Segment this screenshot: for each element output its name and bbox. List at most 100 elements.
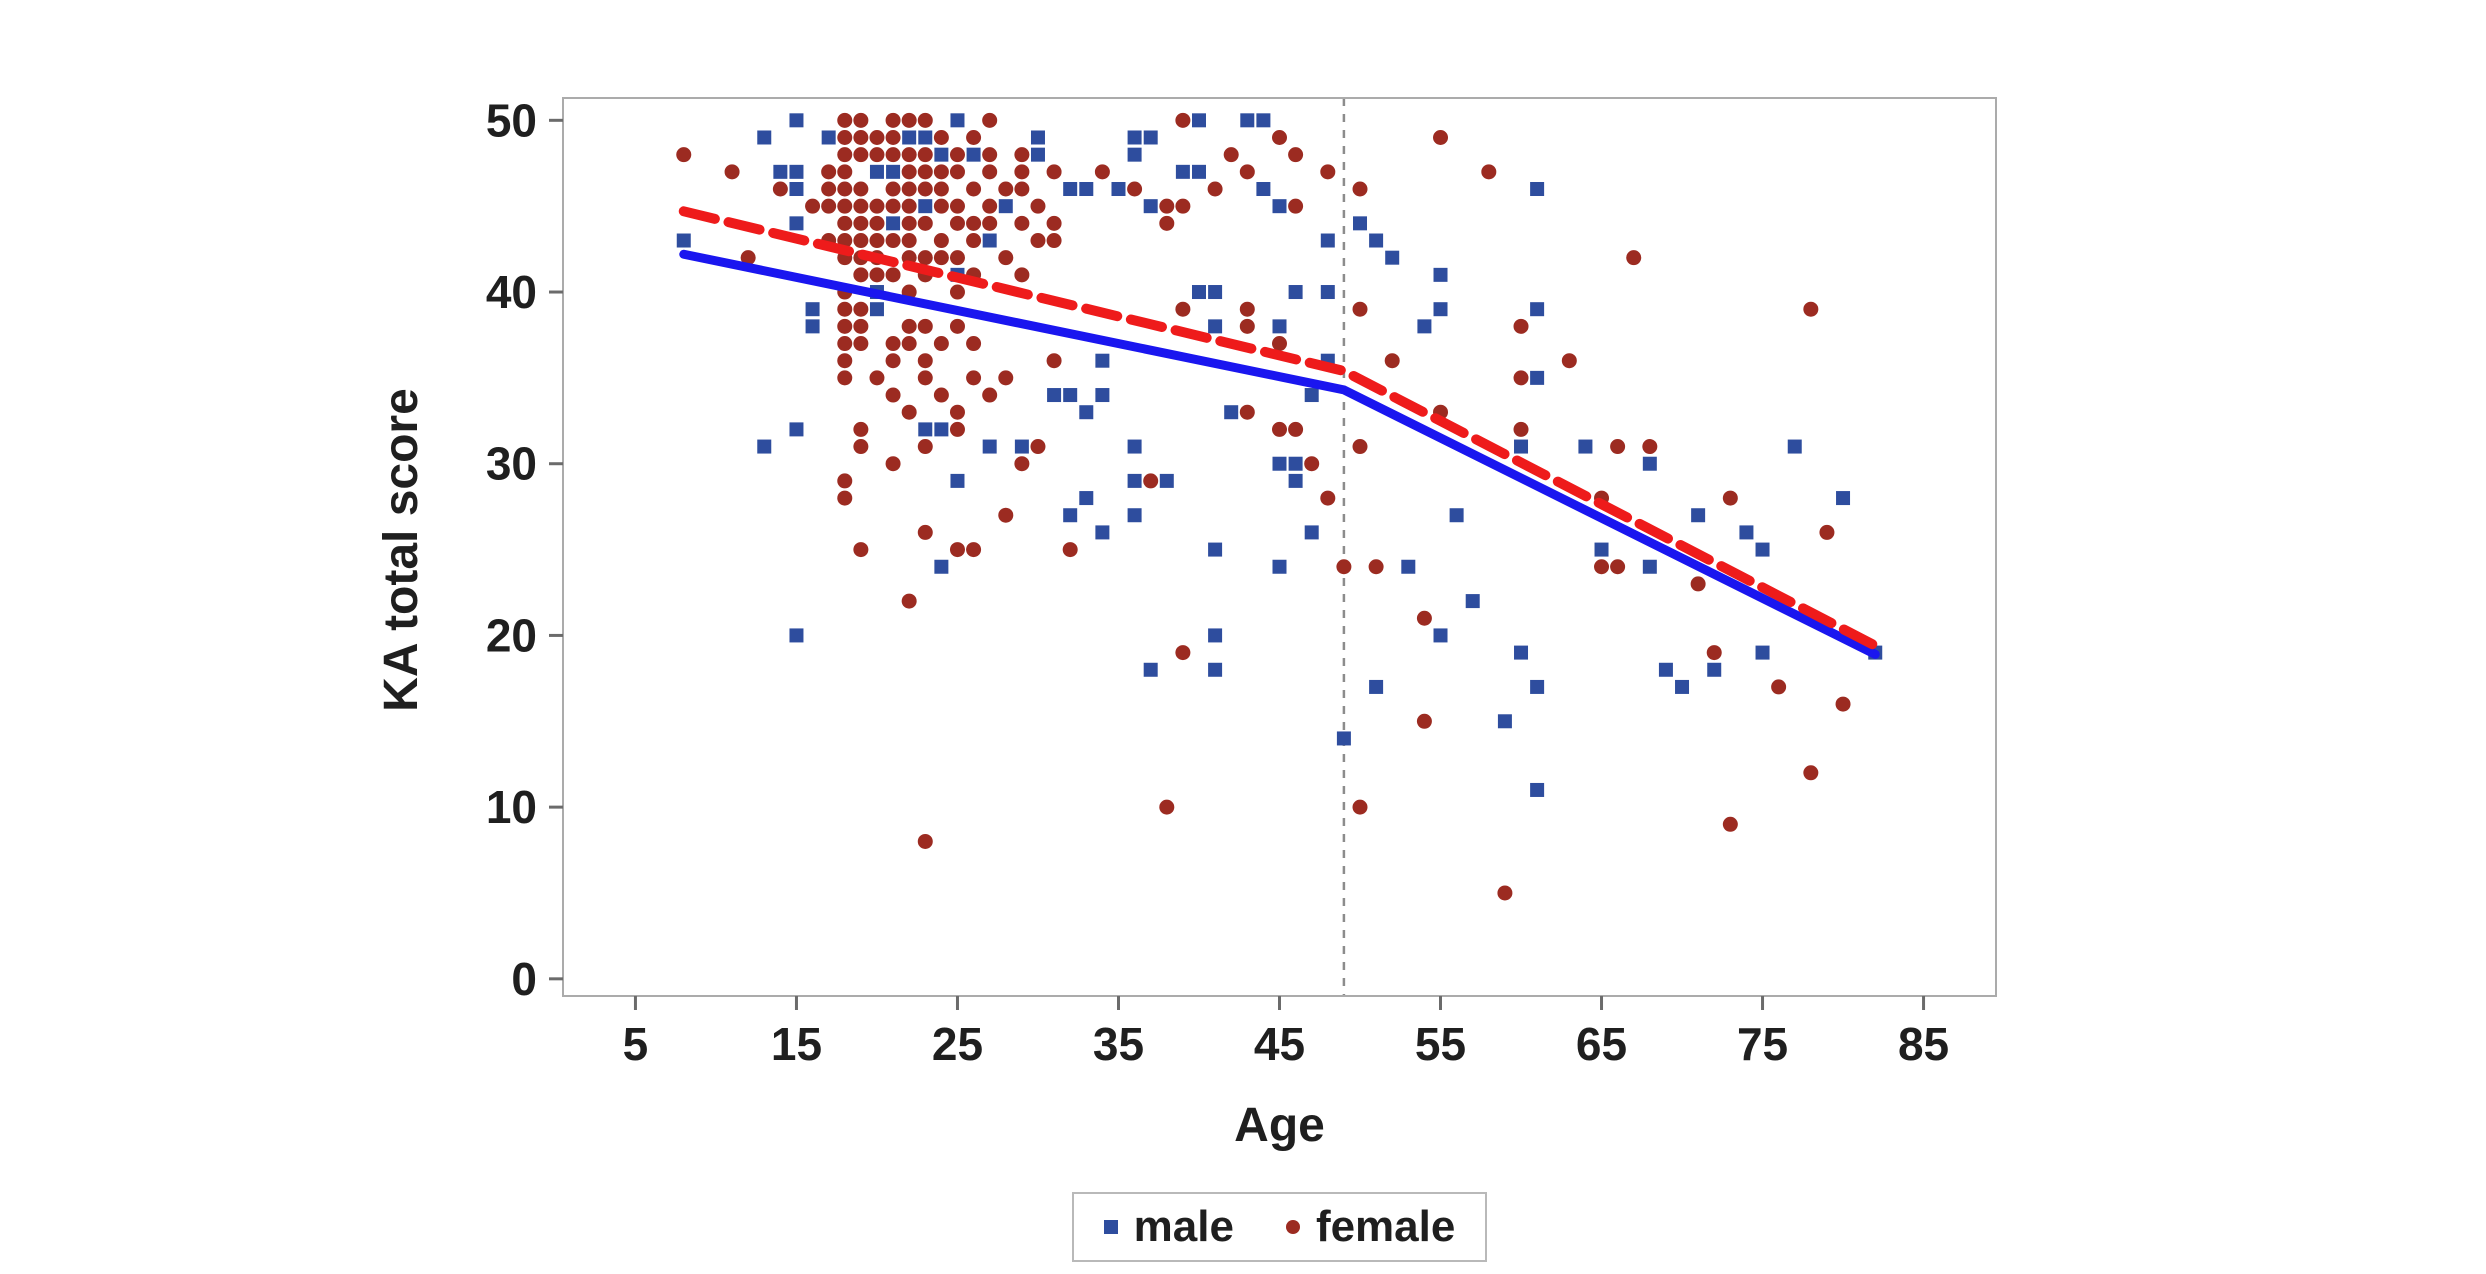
female-point xyxy=(982,387,998,403)
female-point xyxy=(853,267,869,283)
female-point xyxy=(853,233,869,249)
female-point xyxy=(966,129,982,145)
female-point xyxy=(1288,421,1304,437)
female-point xyxy=(949,318,965,334)
male-point xyxy=(1014,439,1029,454)
male-point xyxy=(789,164,804,179)
male-point xyxy=(1143,130,1158,145)
y-tick-label: 0 xyxy=(511,953,537,1005)
female-point xyxy=(1513,421,1529,437)
male-point xyxy=(1240,113,1255,128)
female-point xyxy=(1159,215,1175,231)
female-point xyxy=(917,318,933,334)
male-point xyxy=(1642,456,1657,471)
male-point xyxy=(1095,388,1110,403)
female-point xyxy=(1384,353,1400,369)
y-tick-label: 40 xyxy=(486,266,537,318)
female-point xyxy=(901,336,917,352)
y-tick-label: 20 xyxy=(486,609,537,661)
female-point xyxy=(853,336,869,352)
male-point xyxy=(1127,473,1142,488)
female-point xyxy=(982,147,998,163)
male-point xyxy=(934,147,949,162)
female-marker-icon xyxy=(1285,1220,1300,1234)
female-point xyxy=(1513,318,1529,334)
male-point xyxy=(1191,164,1206,179)
female-point xyxy=(853,129,869,145)
x-tick-label: 85 xyxy=(1898,1018,1949,1070)
female-point xyxy=(917,353,933,369)
male-point xyxy=(1320,233,1335,248)
female-point xyxy=(837,301,853,317)
male-point xyxy=(1063,508,1078,523)
female-point xyxy=(998,507,1014,523)
male-point xyxy=(1353,216,1368,231)
male-point xyxy=(1208,662,1223,677)
female-point xyxy=(853,147,869,163)
female-point xyxy=(966,233,982,249)
male-point xyxy=(1079,491,1094,506)
male-point xyxy=(934,559,949,574)
female-point xyxy=(1014,181,1030,197)
male-point xyxy=(1836,491,1851,506)
female-point xyxy=(1046,233,1062,249)
female-point xyxy=(1143,473,1159,489)
x-tick-label: 5 xyxy=(623,1018,649,1070)
male-point xyxy=(869,302,884,317)
female-point xyxy=(821,198,837,214)
male-point xyxy=(982,233,997,248)
female-point xyxy=(1175,112,1191,128)
female-point xyxy=(933,129,949,145)
female-point xyxy=(1497,885,1513,901)
female-point xyxy=(869,233,885,249)
x-tick-label: 25 xyxy=(932,1018,983,1070)
female-point xyxy=(966,542,982,558)
male-point xyxy=(950,473,965,488)
female-point xyxy=(1014,215,1030,231)
male-point xyxy=(1755,542,1770,557)
male-point xyxy=(918,199,933,214)
female-point xyxy=(853,542,869,558)
female-point xyxy=(966,181,982,197)
male-point xyxy=(1079,405,1094,420)
male-point xyxy=(1288,285,1303,300)
female-point xyxy=(901,198,917,214)
female-point xyxy=(853,112,869,128)
male-point xyxy=(1320,285,1335,300)
male-point xyxy=(934,422,949,437)
female-point xyxy=(837,181,853,197)
male-point xyxy=(1514,439,1529,454)
female-point xyxy=(1642,439,1658,455)
female-point xyxy=(917,370,933,386)
male-point xyxy=(1514,645,1529,660)
female-point xyxy=(917,439,933,455)
female-point xyxy=(1433,129,1449,145)
female-point xyxy=(837,215,853,231)
legend-item-male: male xyxy=(1103,1202,1234,1252)
female-point xyxy=(917,833,933,849)
female-point xyxy=(1175,645,1191,661)
female-point xyxy=(966,215,982,231)
female-point xyxy=(1690,576,1706,592)
male-point xyxy=(1143,199,1158,214)
legend-item-female: female xyxy=(1285,1202,1455,1252)
legend: male female xyxy=(1071,1192,1488,1262)
male-point xyxy=(1208,542,1223,557)
female-point xyxy=(1030,439,1046,455)
female-point xyxy=(724,164,740,180)
female-point xyxy=(1481,164,1497,180)
female-point xyxy=(885,147,901,163)
male-point xyxy=(821,130,836,145)
male-point xyxy=(1530,302,1545,317)
female-point xyxy=(1722,816,1738,832)
female-point xyxy=(1594,559,1610,575)
female-point xyxy=(1127,181,1143,197)
male-point xyxy=(918,130,933,145)
female-point xyxy=(885,353,901,369)
male-point xyxy=(869,164,884,179)
female-point xyxy=(949,164,965,180)
male-point xyxy=(1707,662,1722,677)
male-point xyxy=(773,164,788,179)
female-point xyxy=(917,524,933,540)
male-point xyxy=(902,130,917,145)
